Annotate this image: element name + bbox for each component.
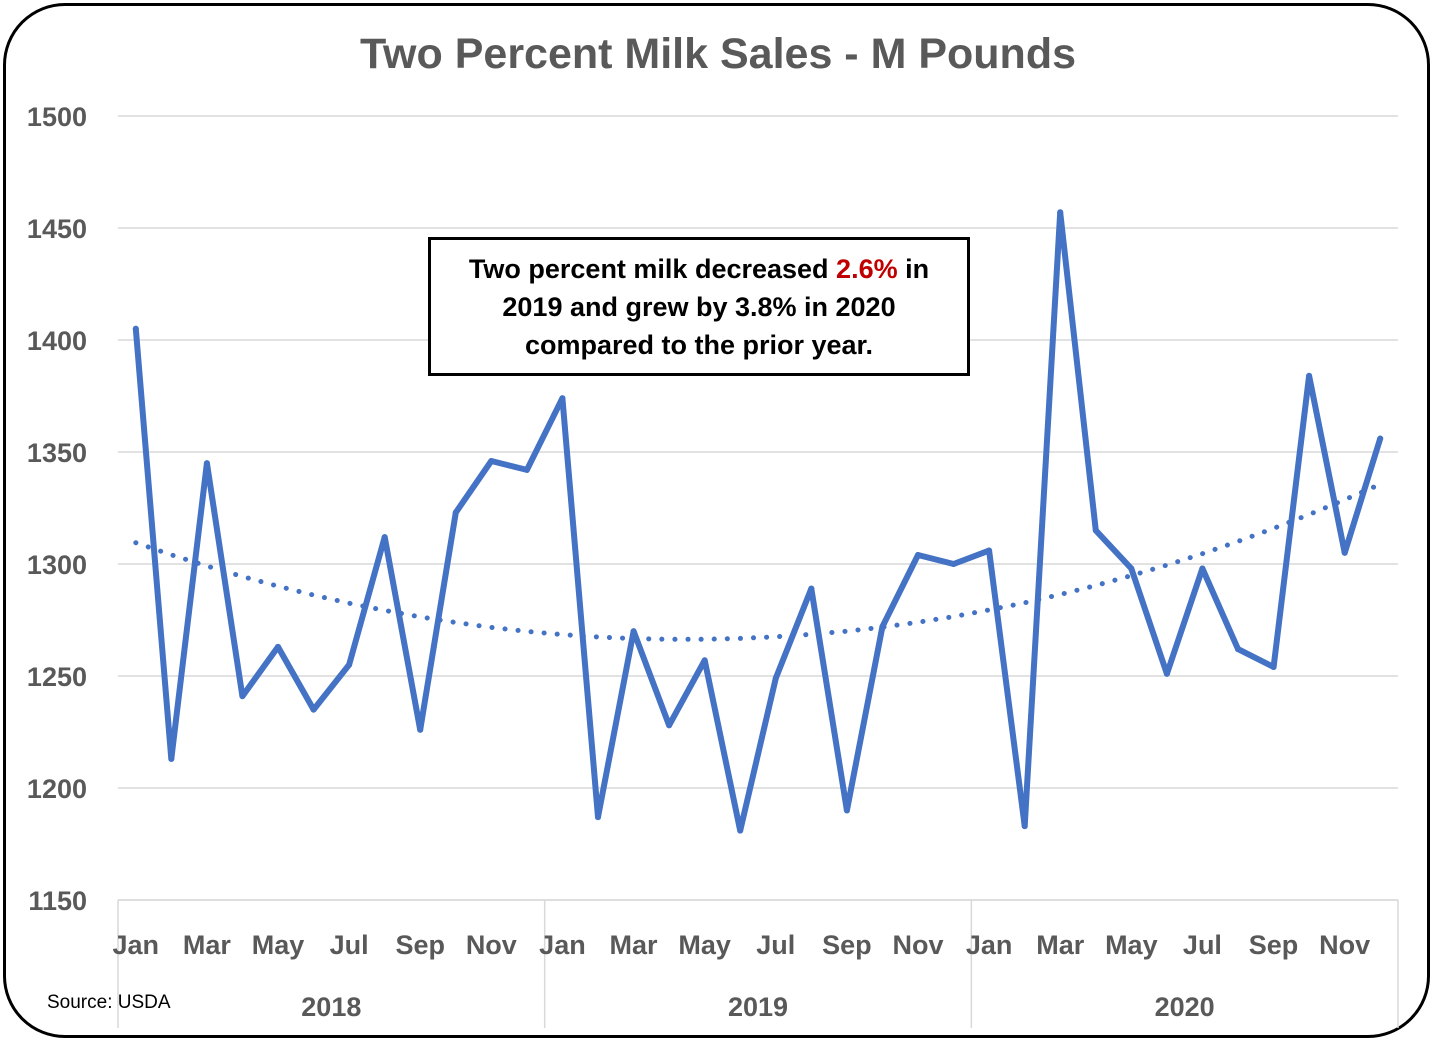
annotation-callout: Two percent milk decreased 2.6% in 2019 … <box>428 237 970 376</box>
data-point <box>417 726 424 733</box>
trendline-line <box>133 481 1383 642</box>
data-point <box>1057 209 1064 216</box>
x-tick-label: Nov <box>892 930 943 960</box>
x-axis: Jan Mar May Jul Sep Nov Jan Mar May Jul Sep Nov Jan M… <box>113 899 1399 1028</box>
chart-frame <box>3 3 1430 1038</box>
data-point <box>1377 435 1384 442</box>
data-point <box>1092 527 1099 534</box>
year-label: 2019 <box>728 992 788 1022</box>
x-tick-label: Jan <box>539 930 586 960</box>
x-tick-label: May <box>252 930 305 960</box>
callout-text-1: Two percent milk decreased <box>468 253 837 284</box>
y-tick-label: 1400 <box>27 326 87 356</box>
data-point <box>1341 549 1348 556</box>
data-point <box>666 722 673 729</box>
x-tick-label: Mar <box>183 930 232 960</box>
y-tick-label: 1450 <box>27 214 87 244</box>
data-point <box>488 457 495 464</box>
callout-text-3: compared to the prior year. <box>524 329 874 360</box>
trendline <box>133 481 1383 642</box>
data-point <box>1306 372 1313 379</box>
data-point <box>239 693 246 700</box>
data-point <box>808 585 815 592</box>
x-tick-label: May <box>1105 930 1158 960</box>
x-tick-label: Mar <box>610 930 659 960</box>
data-point <box>1270 664 1277 671</box>
data-point <box>346 661 353 668</box>
x-tick-label: Nov <box>466 930 517 960</box>
data-point <box>559 395 566 402</box>
data-point <box>523 466 530 473</box>
data-point <box>701 657 708 664</box>
year-label: 2020 <box>1155 992 1215 1022</box>
data-point <box>595 814 601 821</box>
data-point <box>1163 670 1170 677</box>
data-point <box>1199 565 1206 572</box>
data-point <box>1128 565 1135 572</box>
data-point <box>1235 646 1241 653</box>
callout-text-1b: in <box>897 253 930 284</box>
y-tick-label: 1150 <box>28 886 87 916</box>
data-point <box>843 807 850 814</box>
gridlines <box>118 115 1398 901</box>
x-tick-label: Jul <box>756 930 795 960</box>
callout-text-2: 2019 and grew by 3.8% in 2020 <box>502 291 896 322</box>
data-point <box>168 755 175 762</box>
data-point <box>950 561 957 567</box>
data-point <box>737 827 744 834</box>
data-point <box>452 509 459 516</box>
x-tick-label: Sep <box>1249 930 1299 960</box>
callout-highlight: 2.6% <box>836 253 898 284</box>
y-tick-labels: 1500 1450 1400 1350 1300 1250 1200 1150 <box>27 102 87 916</box>
x-tick-label: May <box>678 930 731 960</box>
data-point <box>986 547 993 554</box>
data-point <box>1021 823 1028 830</box>
data-point <box>203 460 210 467</box>
x-tick-label: Nov <box>1319 930 1370 960</box>
data-point <box>879 623 886 630</box>
chart-title: Two Percent Milk Sales - M Pounds <box>360 30 1076 78</box>
data-point <box>381 534 388 541</box>
data-point <box>275 643 281 650</box>
y-tick-label: 1200 <box>27 774 87 804</box>
x-tick-label: Sep <box>395 930 445 960</box>
data-point <box>915 552 921 559</box>
year-label: 2018 <box>301 992 361 1022</box>
y-tick-label: 1250 <box>27 662 87 692</box>
x-tick-label: Jul <box>1183 930 1222 960</box>
x-tick-label: Sep <box>822 930 872 960</box>
data-point <box>310 706 317 713</box>
data-point <box>772 675 779 682</box>
x-tick-label: Jan <box>966 930 1013 960</box>
data-point <box>630 628 637 635</box>
y-tick-label: 1300 <box>27 550 87 580</box>
series-group <box>132 209 1384 834</box>
data-point <box>132 325 139 332</box>
y-tick-label: 1350 <box>27 438 87 468</box>
x-tick-label: Jan <box>113 930 160 960</box>
source-note: Source: USDA <box>47 992 171 1013</box>
x-tick-label: Jul <box>330 930 369 960</box>
y-tick-label: 1500 <box>27 102 87 132</box>
x-tick-label: Mar <box>1036 930 1085 960</box>
series-line <box>132 209 1384 834</box>
